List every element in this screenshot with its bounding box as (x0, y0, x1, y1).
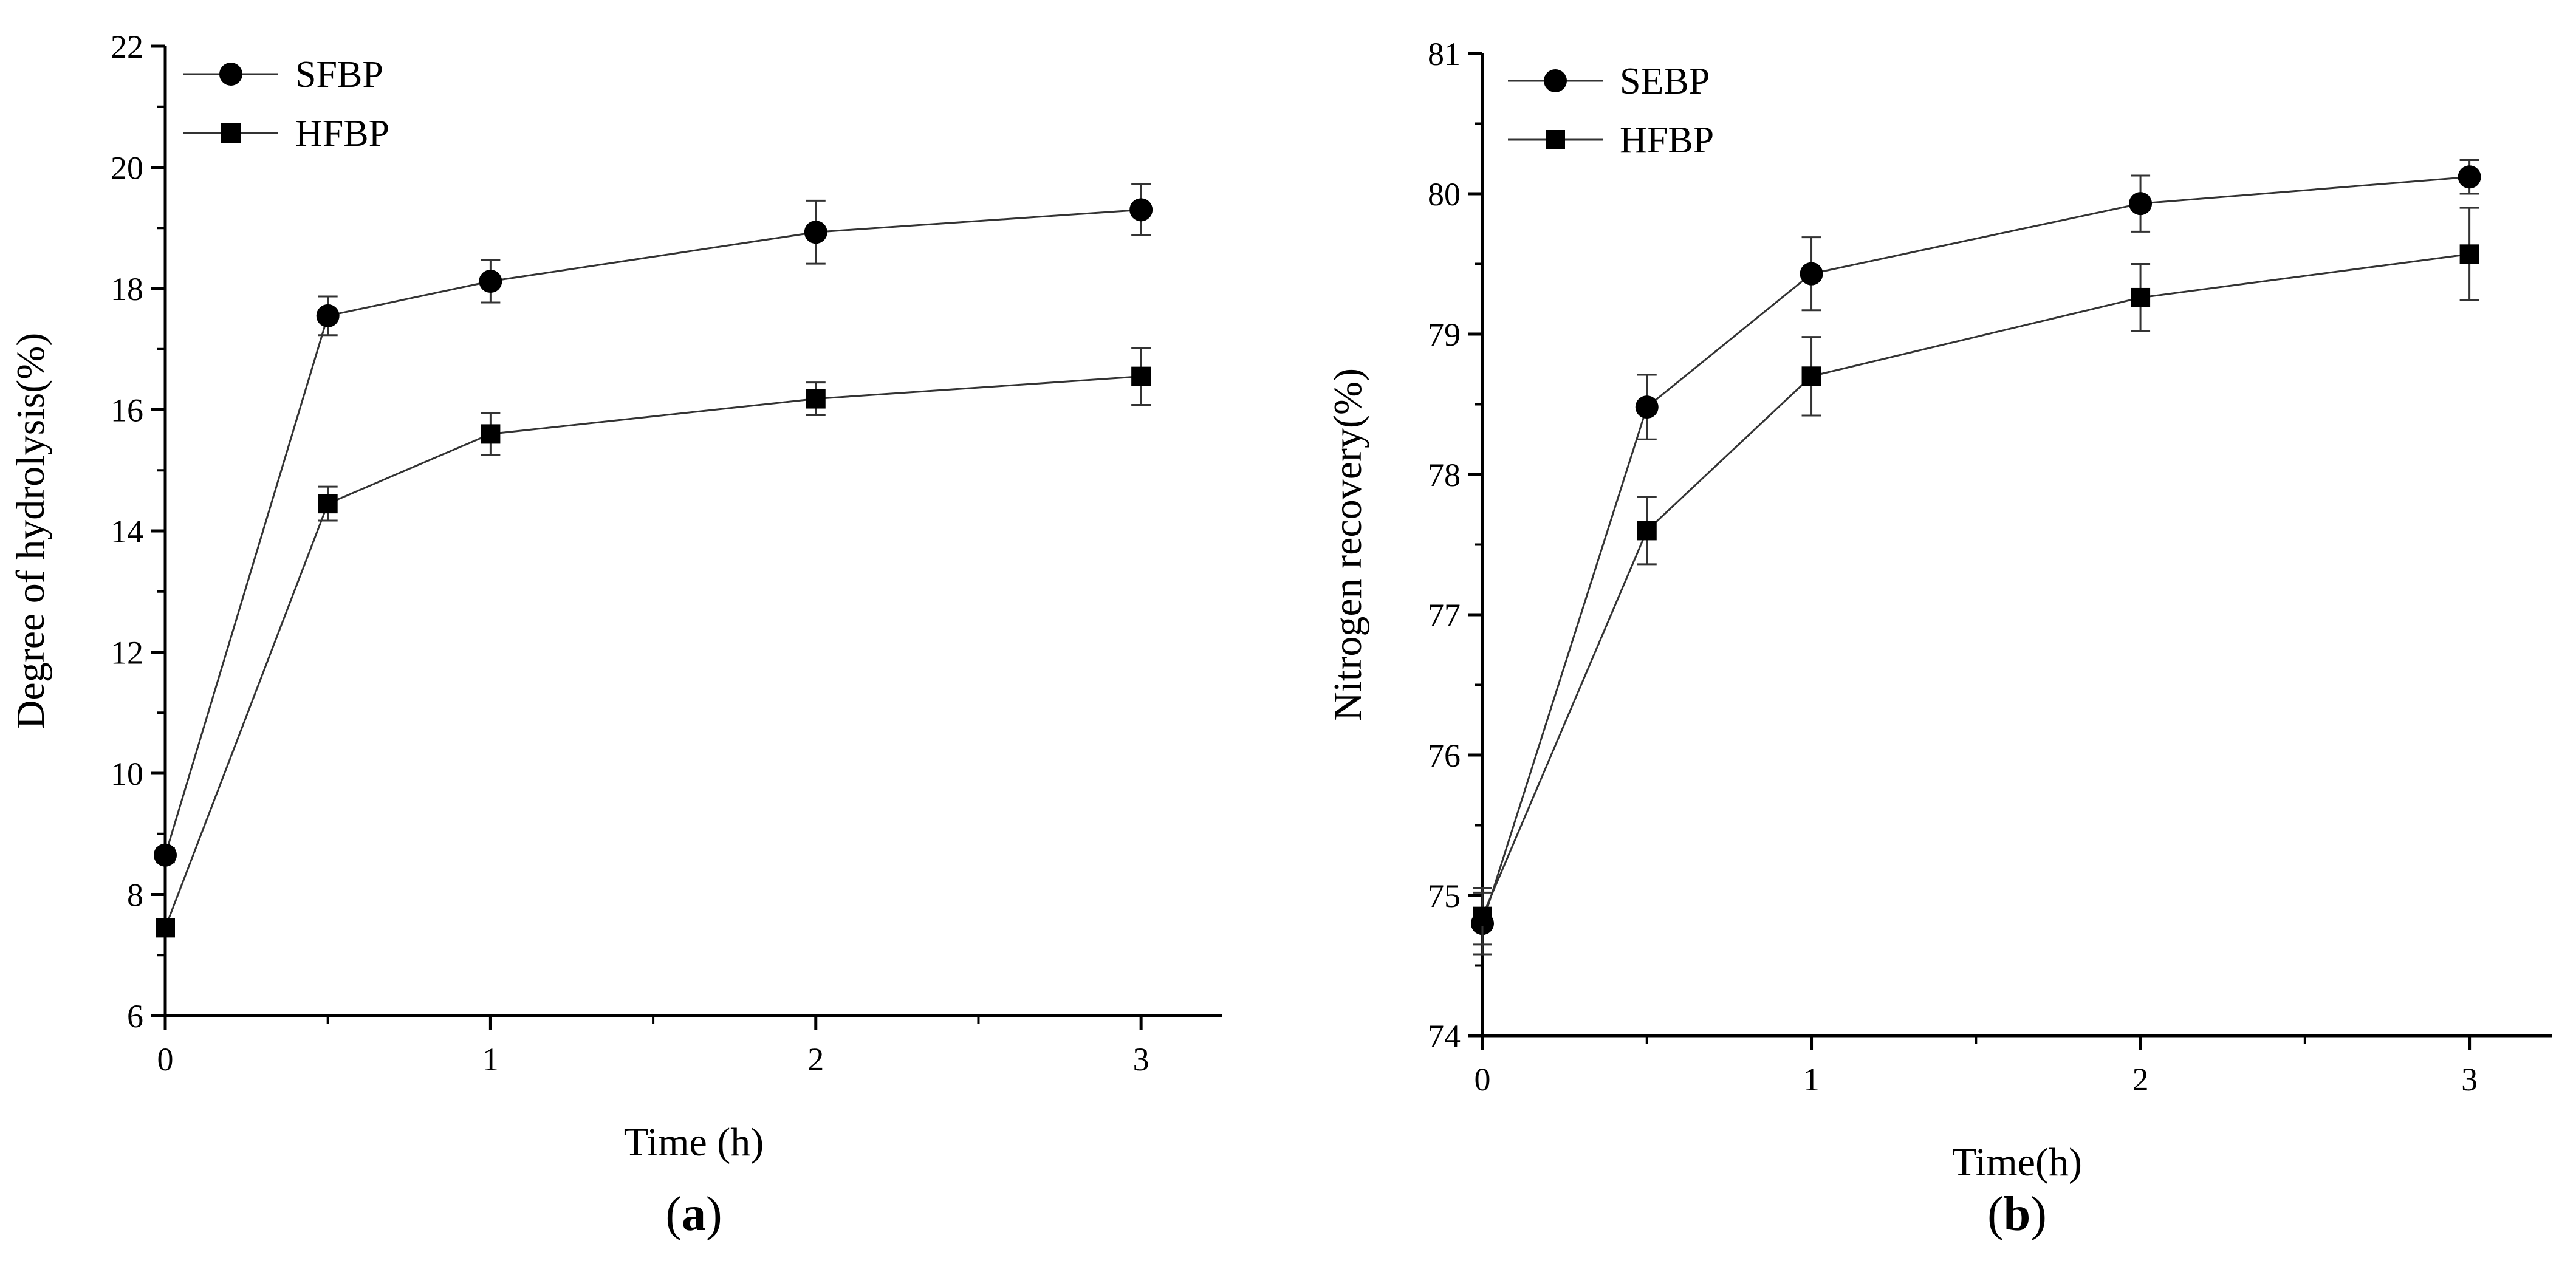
data-point-square (1637, 521, 1657, 541)
x-tick-label: 0 (1475, 1061, 1491, 1098)
data-point-square (806, 389, 826, 409)
y-tick-label: 20 (111, 150, 143, 186)
legend-label: HFBP (295, 113, 389, 154)
data-point-square (2459, 244, 2479, 264)
x-tick-label: 0 (157, 1041, 174, 1078)
y-tick-label: 81 (1428, 36, 1461, 72)
data-point-square (1473, 906, 1492, 926)
y-tick-label: 10 (111, 756, 143, 792)
x-tick-label: 3 (2461, 1061, 2478, 1098)
y-tick-label: 18 (111, 271, 143, 307)
legend-marker-circle (219, 63, 242, 86)
panel-label: (a) (665, 1188, 722, 1241)
x-tick-label: 3 (1133, 1041, 1149, 1078)
series-line (164, 208, 1142, 856)
y-tick-label: 76 (1428, 737, 1461, 774)
chart-panel-b: 74 75 76 77 78 79 80 81 0 1 2 3 Time(h) Nitrogen reco… (1326, 36, 2552, 1241)
data-point-circle (316, 304, 340, 327)
legend-label: HFBP (1620, 120, 1714, 161)
data-point-circle (1129, 198, 1153, 222)
data-point-circle (804, 221, 827, 244)
y-tick-label: 74 (1428, 1018, 1461, 1055)
y-tick-label: 6 (127, 998, 143, 1034)
data-point-circle (2129, 192, 2153, 216)
data-point-square (318, 494, 338, 514)
data-point-circle (479, 270, 502, 293)
legend-marker-square (221, 123, 241, 143)
data-point-square (1131, 366, 1151, 386)
data-point-square (1801, 366, 1821, 386)
x-tick-label: 1 (482, 1041, 499, 1078)
legend-marker-square (1546, 130, 1565, 149)
legend-label: SFBP (295, 54, 383, 95)
x-tick-label: 2 (807, 1041, 824, 1078)
y-tick-label: 8 (127, 877, 143, 914)
panel-label-open: ( (665, 1188, 682, 1241)
panel-label: (b) (1987, 1188, 2047, 1241)
x-tick-label: 1 (1803, 1061, 1820, 1098)
data-point-circle (1800, 262, 1823, 286)
panel-label-letter: a (682, 1188, 706, 1241)
data-point-square (2131, 287, 2151, 307)
x-axis-title: Time(h) (1952, 1140, 2082, 1185)
legend-label: SEBP (1620, 61, 1710, 102)
y-tick-label: 75 (1428, 878, 1461, 914)
legend-marker-circle (1544, 69, 1567, 92)
x-tick-label: 2 (2132, 1061, 2149, 1098)
y-tick-label: 12 (111, 635, 143, 671)
y-tick-label: 14 (111, 513, 143, 550)
x-axis-title: Time (h) (624, 1120, 764, 1164)
y-tick-label: 80 (1428, 176, 1461, 213)
data-point-circle (154, 843, 177, 867)
y-tick-label: 22 (111, 29, 143, 65)
y-axis-title: Degree of hydrolysis(%) (9, 333, 53, 729)
y-tick-label: 77 (1428, 597, 1461, 634)
series-line (1481, 176, 2470, 924)
panel-label-close: ) (2030, 1188, 2047, 1241)
y-tick-label: 78 (1428, 457, 1461, 493)
data-point-square (481, 424, 501, 444)
panel-label-close: ) (706, 1188, 722, 1241)
data-point-circle (1635, 395, 1659, 419)
y-axis-title: Nitrogen recovery(%) (1326, 368, 1370, 721)
panel-label-open: ( (1987, 1188, 2004, 1241)
panel-label-letter: b (2004, 1188, 2031, 1241)
series-line (1481, 253, 2470, 917)
y-tick-label: 79 (1428, 316, 1461, 353)
data-point-square (156, 918, 175, 938)
data-point-circle (2458, 165, 2481, 189)
y-tick-label: 16 (111, 392, 143, 429)
series-line (164, 375, 1142, 928)
